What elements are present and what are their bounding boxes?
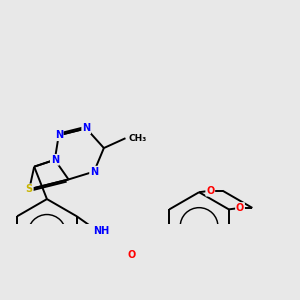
Text: S: S [26, 184, 33, 194]
Text: NH: NH [93, 226, 109, 236]
Text: O: O [236, 203, 244, 213]
Text: O: O [128, 250, 136, 260]
Text: N: N [90, 167, 98, 177]
Text: CH₃: CH₃ [129, 134, 147, 143]
Text: O: O [206, 186, 214, 196]
Text: N: N [55, 130, 63, 140]
Text: N: N [51, 155, 59, 165]
Text: N: N [82, 123, 90, 134]
